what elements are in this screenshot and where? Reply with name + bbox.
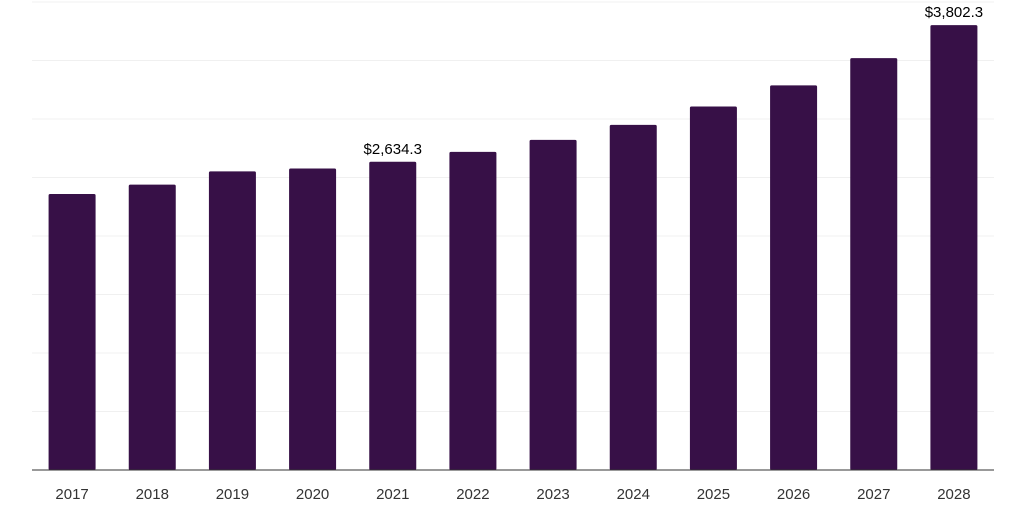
x-tick-label-2018: 2018 — [136, 486, 169, 503]
x-tick-label-2021: 2021 — [376, 486, 409, 503]
bar-2027 — [850, 58, 898, 470]
data-labels: $2,634.3 $3,802.3 — [364, 4, 984, 158]
x-tick-label-2028: 2028 — [937, 486, 970, 503]
bar-2018 — [128, 184, 176, 471]
x-tick-labels: 2017 2018 2019 2020 2021 2022 2023 2024 2025 2026… — [55, 486, 970, 503]
data-label-2028: $3,802.3 — [925, 4, 983, 21]
x-tick-label-2026: 2026 — [777, 486, 810, 503]
x-tick-label-2027: 2027 — [857, 486, 890, 503]
x-tick-label-2024: 2024 — [617, 486, 650, 503]
x-tick-label-2019: 2019 — [216, 486, 249, 503]
bar-2022 — [449, 151, 497, 471]
bar-2026 — [770, 85, 818, 471]
data-label-2021: $2,634.3 — [364, 141, 422, 158]
bar-2020 — [289, 168, 337, 470]
x-tick-label-2020: 2020 — [296, 486, 329, 503]
x-tick-label-2022: 2022 — [456, 486, 489, 503]
bar-2017 — [48, 194, 96, 470]
x-tick-label-2023: 2023 — [536, 486, 569, 503]
bar-2023 — [529, 139, 577, 470]
gridlines — [32, 1, 994, 412]
x-tick-label-2025: 2025 — [697, 486, 730, 503]
bars — [48, 25, 978, 471]
bar-2028 — [930, 25, 978, 471]
bar-2024 — [609, 124, 657, 470]
x-tick-label-2017: 2017 — [55, 486, 88, 503]
bar-2019 — [208, 171, 256, 470]
bar-2021 — [369, 161, 417, 470]
bar-2025 — [689, 106, 737, 470]
